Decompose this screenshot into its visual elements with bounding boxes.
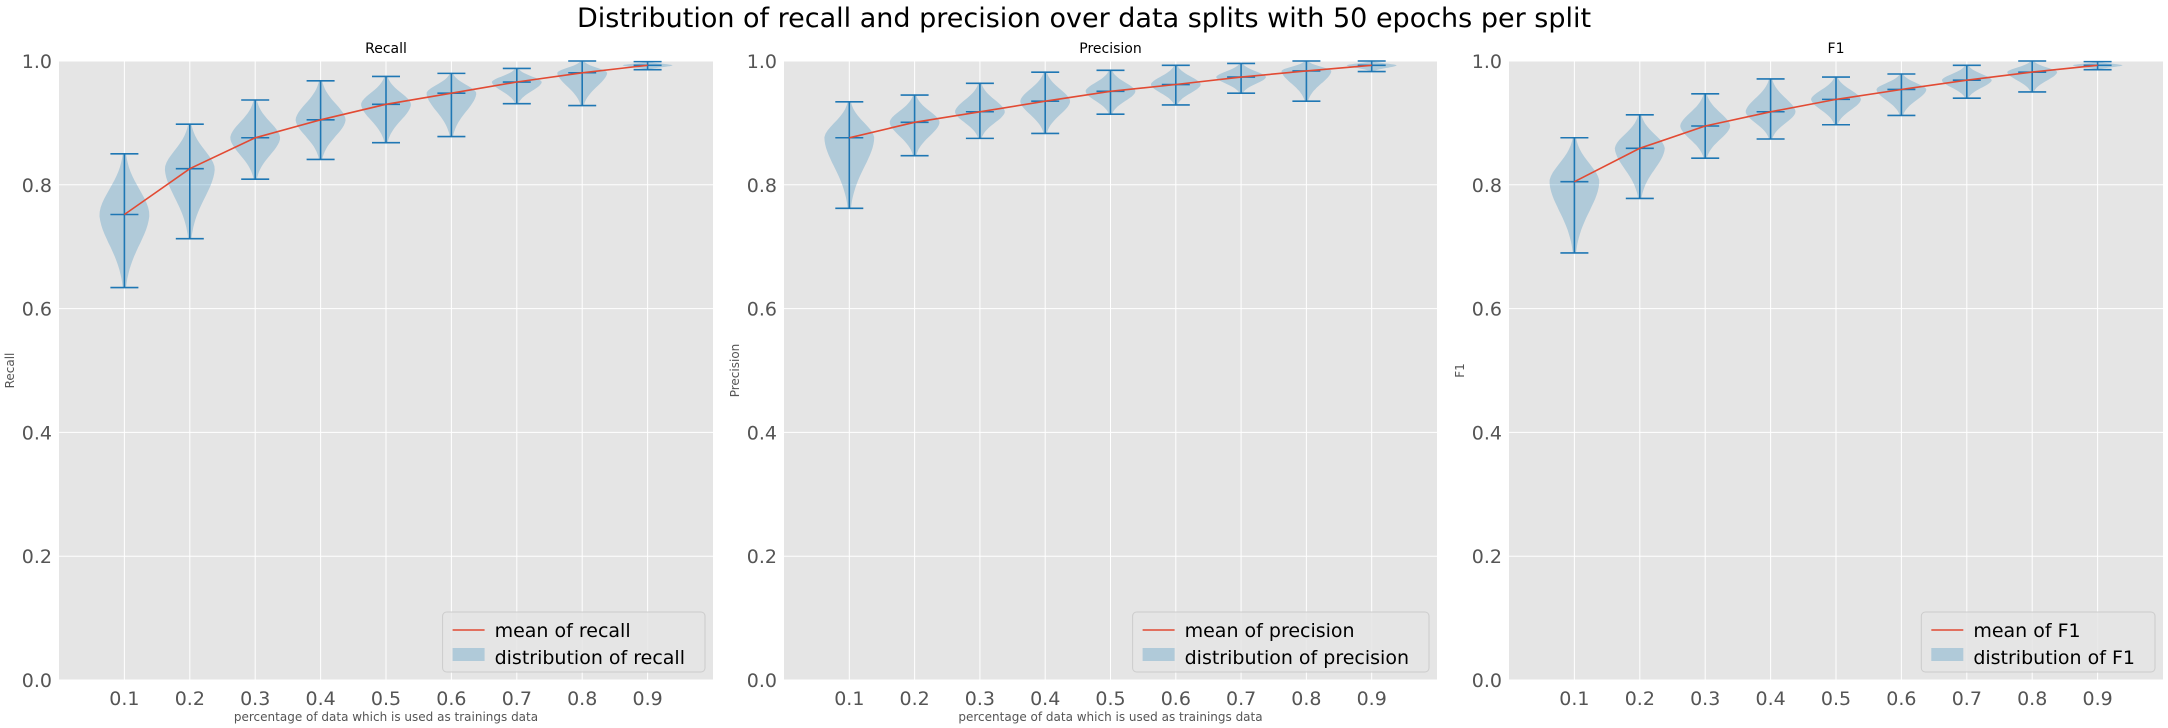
x-tick-label: 0.5 — [371, 688, 401, 710]
x-tick-label: 0.6 — [436, 688, 466, 710]
figure-title: Distribution of recall and precision ove… — [577, 3, 1591, 34]
x-tick-label: 0.4 — [1755, 688, 1785, 710]
y-tick-label: 0.0 — [747, 670, 777, 692]
legend-mean-label: mean of F1 — [1973, 620, 2080, 642]
y-tick-label: 0.4 — [1472, 422, 1502, 444]
y-tick-label: 0.8 — [22, 175, 52, 197]
x-tick-label: 0.3 — [1690, 688, 1720, 710]
y-tick-label: 0.4 — [747, 422, 777, 444]
legend-box — [1132, 611, 1430, 673]
legend-dist-swatch — [452, 648, 485, 661]
subplot-recall: 0.0 0.2 0.4 0.6 0.8 1.0 0.1 0.2 0.3 0.4 0.5 0.6 0.7 0… — [3, 41, 713, 724]
x-tick-label: 0.8 — [567, 688, 597, 710]
legend-dist-swatch — [1142, 648, 1175, 661]
y-tick-label: 0.2 — [747, 546, 777, 568]
legend-box — [1920, 611, 2156, 673]
x-tick-label: 0.2 — [1625, 688, 1655, 710]
x-tick-label: 0.7 — [502, 688, 532, 710]
violins — [99, 60, 673, 289]
x-tick-label: 0.1 — [1559, 688, 1589, 710]
legend-box — [442, 611, 706, 673]
mean-line — [1574, 64, 2098, 183]
y-tick-label: 0.4 — [22, 422, 52, 444]
mean-line — [849, 64, 1372, 139]
y-tick-label: 0.6 — [22, 299, 52, 321]
y-tick-label: 0.8 — [1472, 175, 1502, 197]
gridlines — [1509, 60, 2163, 681]
x-tick-label: 0.8 — [1291, 688, 1321, 710]
x-tick-label: 0.7 — [1226, 688, 1256, 710]
y-tick-label: 1.0 — [1472, 51, 1502, 73]
mean-line — [123, 64, 648, 216]
subplot-title: Precision — [1079, 41, 1141, 57]
legend-dist-label: distribution of F1 — [1973, 647, 2135, 669]
y-tick-label: 0.6 — [747, 299, 777, 321]
y-tick-label: 0.6 — [1472, 299, 1502, 321]
y-tick-label: 1.0 — [22, 51, 52, 73]
x-tick-label: 0.7 — [1952, 688, 1982, 710]
violins — [1549, 60, 2123, 254]
x-tick-label: 0.2 — [175, 688, 205, 710]
subplot-precision: 0.0 0.2 0.4 0.6 0.8 1.0 0.1 0.2 0.3 0.4 0.5 0.6 0.7 0… — [728, 41, 1437, 724]
x-tick-label: 0.9 — [1357, 688, 1387, 710]
x-tick-label: 0.5 — [1095, 688, 1125, 710]
x-tick-label: 0.9 — [2082, 688, 2112, 710]
x-tick-label: 0.6 — [1886, 688, 1916, 710]
y-tick-label: 0.8 — [747, 175, 777, 197]
violins — [824, 60, 1397, 210]
x-tick-label: 0.1 — [834, 688, 864, 710]
y-tick-label: 0.2 — [1472, 546, 1502, 568]
y-axis-label: Recall — [3, 353, 17, 389]
x-axis-label: percentage of data which is used as trai… — [958, 710, 1262, 724]
x-tick-label: 0.4 — [1030, 688, 1060, 710]
y-tick-label: 0.0 — [22, 670, 52, 692]
gridlines — [784, 60, 1437, 681]
x-tick-label: 0.2 — [899, 688, 929, 710]
x-tick-label: 0.6 — [1161, 688, 1191, 710]
y-axis-label: F1 — [1453, 363, 1467, 378]
y-tick-label: 0.2 — [22, 546, 52, 568]
y-tick-label: 1.0 — [747, 51, 777, 73]
x-tick-label: 0.8 — [2017, 688, 2047, 710]
x-tick-label: 0.3 — [965, 688, 995, 710]
y-tick-label: 0.0 — [1472, 670, 1502, 692]
y-axis-label: Precision — [728, 344, 742, 398]
x-tick-label: 0.5 — [1821, 688, 1851, 710]
subplot-f1: 0.0 0.2 0.4 0.6 0.8 1.0 0.1 0.2 0.3 0.4 0.5 0.6 0.7 0… — [1453, 41, 2163, 710]
subplot-title: Recall — [365, 41, 407, 57]
legend: mean of recall distribution of recall — [442, 611, 706, 673]
subplot-title: F1 — [1828, 41, 1845, 57]
legend-dist-swatch — [1931, 648, 1964, 661]
legend-dist-label: distribution of recall — [495, 647, 685, 669]
x-tick-label: 0.4 — [305, 688, 335, 710]
x-tick-label: 0.9 — [632, 688, 662, 710]
legend: mean of F1 distribution of F1 — [1920, 611, 2156, 673]
legend-mean-label: mean of precision — [1185, 620, 1355, 642]
x-tick-label: 0.3 — [240, 688, 270, 710]
x-axis-label: percentage of data which is used as trai… — [234, 710, 538, 724]
legend-dist-label: distribution of precision — [1185, 647, 1409, 669]
x-tick-label: 0.1 — [109, 688, 139, 710]
legend: mean of precision distribution of precisi… — [1132, 611, 1430, 673]
legend-mean-label: mean of recall — [495, 620, 631, 642]
